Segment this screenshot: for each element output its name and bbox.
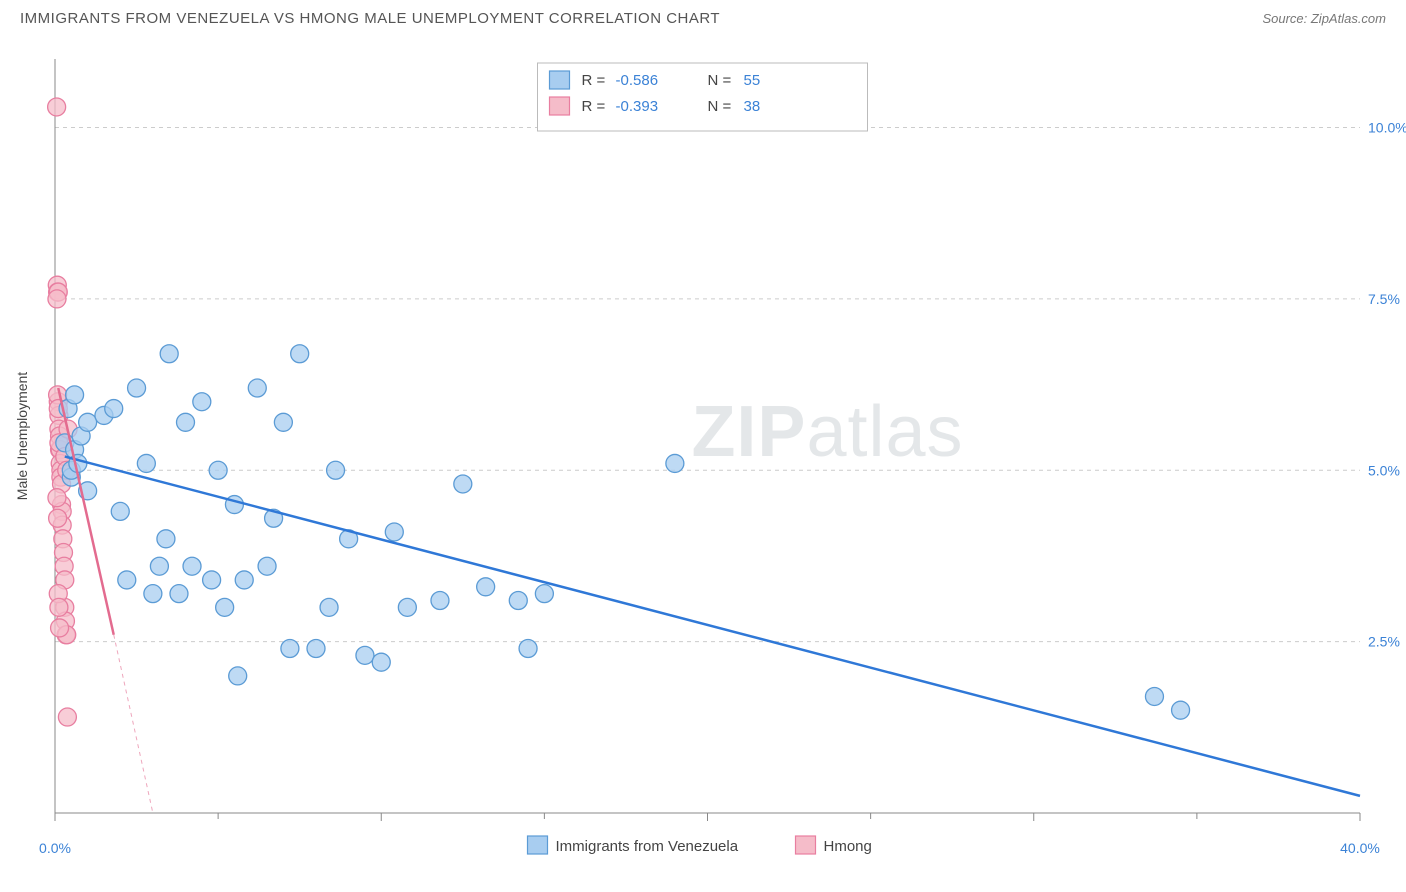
- y-tick-label: 10.0%: [1368, 120, 1406, 136]
- x-tick-label: 0.0%: [39, 840, 71, 856]
- data-point: [66, 386, 84, 404]
- data-point: [150, 557, 168, 575]
- legend-r-label: R =: [582, 72, 606, 89]
- data-point: [144, 585, 162, 603]
- data-point: [454, 475, 472, 493]
- data-point: [477, 578, 495, 596]
- data-point: [535, 585, 553, 603]
- data-point: [48, 290, 66, 308]
- data-point: [248, 379, 266, 397]
- legend-swatch: [550, 97, 570, 115]
- y-axis-title: Male Unemployment: [14, 372, 30, 500]
- y-tick-label: 5.0%: [1368, 462, 1400, 478]
- data-point: [519, 639, 537, 657]
- data-point: [356, 646, 374, 664]
- y-tick-label: 2.5%: [1368, 634, 1400, 650]
- data-point: [48, 98, 66, 116]
- chart-area: 2.5% 5.0% 7.5% 10.0% 0.0% 40.0% Male Unemploym…: [0, 33, 1406, 883]
- data-point: [216, 598, 234, 616]
- data-point: [128, 379, 146, 397]
- data-point: [170, 585, 188, 603]
- legend-n-value: 55: [744, 72, 761, 89]
- data-point: [51, 619, 69, 637]
- legend-r-value: -0.586: [616, 72, 659, 89]
- data-point: [509, 592, 527, 610]
- data-point: [372, 653, 390, 671]
- data-point: [1172, 701, 1190, 719]
- data-point: [157, 530, 175, 548]
- data-point: [118, 571, 136, 589]
- legend-swatch: [528, 836, 548, 854]
- data-point: [274, 413, 292, 431]
- data-point: [281, 639, 299, 657]
- legend-r-label: R =: [582, 98, 606, 115]
- data-point: [431, 592, 449, 610]
- data-point: [229, 667, 247, 685]
- data-point: [385, 523, 403, 541]
- legend-n-value: 38: [744, 98, 761, 115]
- data-point: [50, 598, 68, 616]
- x-tick-label: 40.0%: [1340, 840, 1380, 856]
- data-point: [1145, 687, 1163, 705]
- legend-swatch: [550, 71, 570, 89]
- data-point: [203, 571, 221, 589]
- legend-series-label: Immigrants from Venezuela: [556, 838, 739, 855]
- trend-line-dashed: [114, 635, 153, 813]
- legend-n-label: N =: [708, 98, 732, 115]
- data-point: [58, 708, 76, 726]
- data-point: [398, 598, 416, 616]
- legend-n-label: N =: [708, 72, 732, 89]
- chart-title: IMMIGRANTS FROM VENEZUELA VS HMONG MALE …: [20, 10, 720, 27]
- data-point: [49, 509, 67, 527]
- data-point: [291, 345, 309, 363]
- data-point: [79, 413, 97, 431]
- data-point: [666, 454, 684, 472]
- data-point: [327, 461, 345, 479]
- data-point: [193, 393, 211, 411]
- data-point: [160, 345, 178, 363]
- legend-swatch: [796, 836, 816, 854]
- watermark: ZIPatlas: [691, 392, 963, 472]
- data-point: [258, 557, 276, 575]
- data-point: [320, 598, 338, 616]
- y-tick-label: 7.5%: [1368, 291, 1400, 307]
- trend-line: [65, 457, 1360, 796]
- source-attribution: Source: ZipAtlas.com: [1262, 11, 1386, 26]
- data-point: [307, 639, 325, 657]
- data-point: [209, 461, 227, 479]
- data-point: [183, 557, 201, 575]
- data-point: [235, 571, 253, 589]
- legend-series-label: Hmong: [824, 838, 872, 855]
- data-point: [137, 454, 155, 472]
- data-point: [111, 502, 129, 520]
- data-point: [105, 400, 123, 418]
- data-point: [177, 413, 195, 431]
- legend-r-value: -0.393: [616, 98, 659, 115]
- data-point: [48, 489, 66, 507]
